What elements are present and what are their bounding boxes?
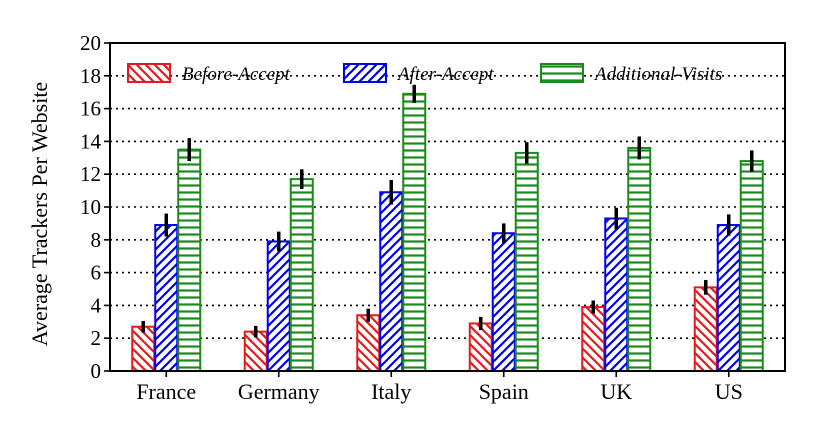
- error-bars: [141, 84, 754, 338]
- bar-after-accept-us: [716, 224, 741, 372]
- legend-label-additional-visits: Additional-Visits: [593, 64, 722, 85]
- y-tick-label: 8: [91, 228, 102, 252]
- bar-additional-visits-uk: [627, 146, 652, 372]
- bar-additional-visits-germany: [289, 178, 314, 372]
- bar-after-accept-germany: [266, 240, 291, 372]
- bar-before-accept-germany: [243, 330, 268, 373]
- legend: Before-Accept After-Accept Additional-Visi…: [127, 63, 722, 85]
- x-tick-label: France: [136, 379, 196, 404]
- legend-swatch-additional-visits: [540, 63, 584, 83]
- bar-after-accept-italy: [379, 191, 404, 372]
- bar-additional-visits-us: [739, 160, 764, 372]
- x-tick-label: Italy: [371, 379, 411, 404]
- y-tick-label: 10: [80, 195, 101, 219]
- y-tick-label: 18: [80, 64, 101, 88]
- bars: [131, 92, 764, 373]
- x-tick-label: Spain: [479, 379, 529, 404]
- bar-before-accept-france: [131, 325, 156, 372]
- grid-lines: [110, 75, 785, 340]
- y-tick-label: 16: [80, 97, 101, 121]
- y-axis-label: Average Trackers Per Website: [27, 82, 52, 346]
- y-tick-label: 20: [80, 31, 101, 55]
- x-tick-label: Germany: [238, 379, 320, 404]
- legend-label-after-accept: After-Accept: [396, 64, 494, 85]
- y-tick-label: 12: [80, 162, 101, 186]
- bar-before-accept-us: [693, 286, 718, 372]
- bar-after-accept-uk: [604, 217, 629, 372]
- y-tick-label: 4: [91, 293, 102, 317]
- bar-before-accept-spain: [468, 322, 493, 373]
- y-tick-label: 6: [91, 261, 102, 285]
- legend-swatch-before-accept: [127, 63, 171, 83]
- legend-label-before-accept: Before-Accept: [182, 64, 291, 85]
- bar-additional-visits-spain: [514, 151, 539, 372]
- bar-before-accept-italy: [356, 314, 381, 372]
- y-tick-label: 14: [80, 129, 102, 153]
- bar-after-accept-france: [154, 224, 179, 372]
- x-tick-label: US: [715, 379, 743, 404]
- y-tick-label: 0: [91, 359, 102, 383]
- axes: 0 2 4 6 8 10 12 14 16 18 20 France Germany Italy Spain…: [80, 31, 786, 404]
- x-tick-label: UK: [600, 379, 632, 404]
- bar-additional-visits-italy: [402, 92, 427, 372]
- legend-swatch-after-accept: [343, 63, 387, 83]
- bar-after-accept-spain: [491, 232, 516, 372]
- y-tick-label: 2: [91, 326, 102, 350]
- bar-before-accept-uk: [581, 306, 606, 373]
- bar-additional-visits-france: [177, 148, 202, 372]
